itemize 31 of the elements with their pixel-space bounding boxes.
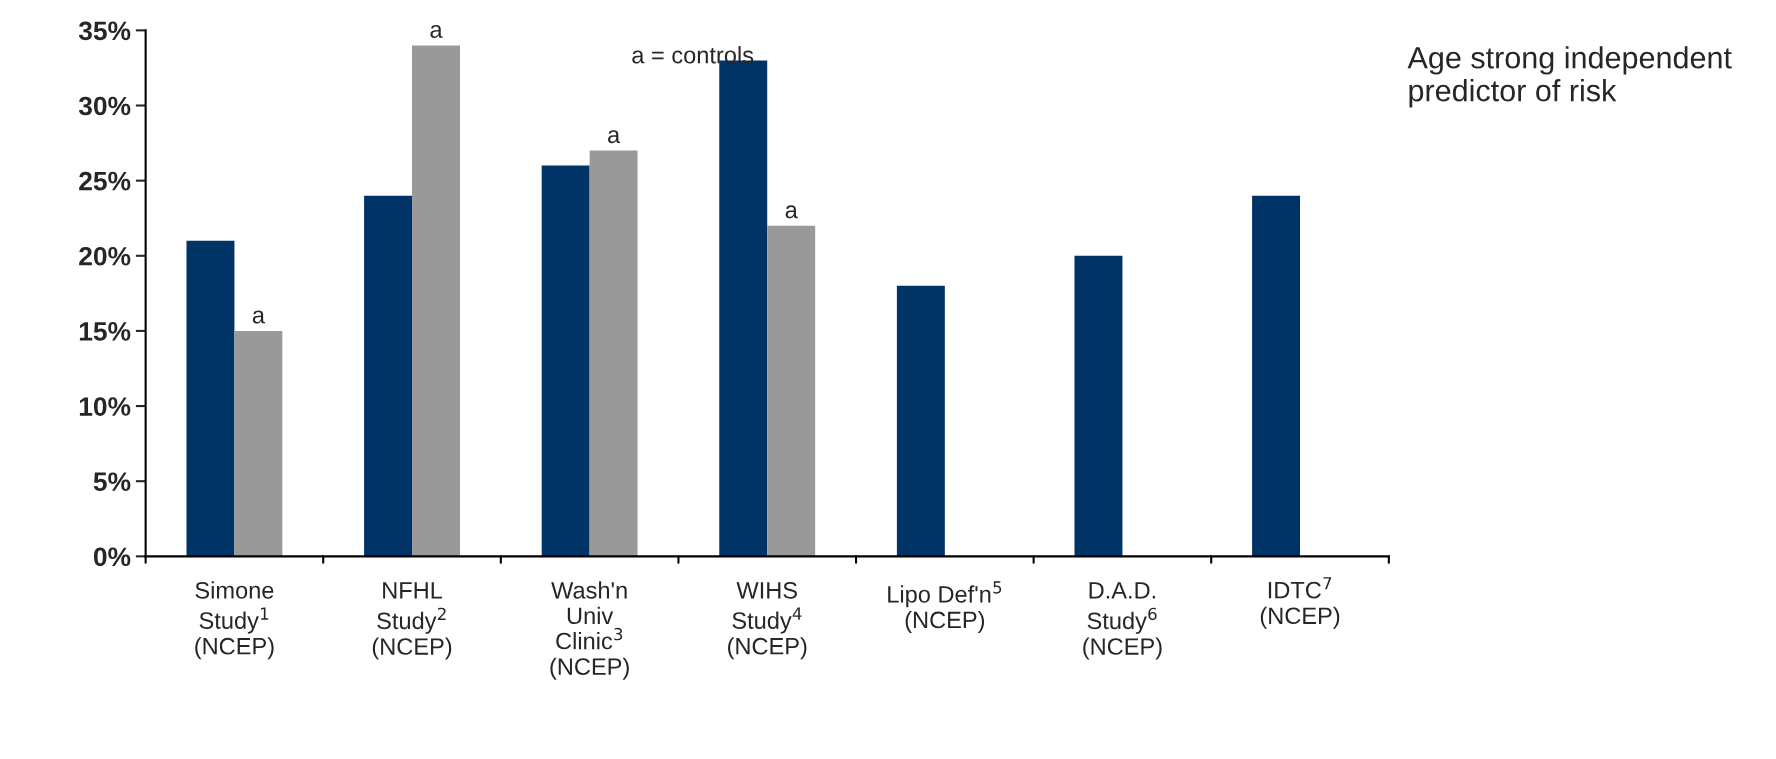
- bar: [767, 225, 816, 557]
- y-tick-label: 20%: [79, 246, 131, 266]
- bar: [541, 165, 590, 557]
- bar: [364, 195, 413, 557]
- y-tick-label: 25%: [79, 171, 131, 191]
- x-tick-label: Wash'n Univ Clinic$^{3}$ (NCEP): [550, 581, 629, 680]
- y-tick-label: 0%: [93, 547, 131, 567]
- annotation: a: [430, 25, 443, 38]
- bar: [1252, 195, 1301, 557]
- bar: [896, 285, 945, 557]
- text: Age strong independent predictor of risk: [1407, 46, 1732, 108]
- y-tick-label: 30%: [78, 96, 131, 116]
- bar: [234, 330, 283, 557]
- y-tick-label: 15%: [79, 322, 131, 341]
- y-tick-label: 35%: [78, 21, 131, 41]
- y-tick-label: 10%: [79, 397, 131, 416]
- annotation: a: [252, 310, 265, 324]
- bar: [1074, 255, 1123, 557]
- bar: [412, 45, 460, 557]
- x-tick-label: Lipo Def'n$^{5}$ (NCEP): [888, 581, 1002, 633]
- x-tick-label: WIHS Study$^{4}$ (NCEP): [728, 581, 807, 660]
- x-tick-label: Simone Study$^{1}$ (NCEP): [195, 581, 274, 660]
- bar: [186, 240, 235, 557]
- annotation: a = controls: [632, 46, 754, 64]
- annotation: a: [608, 130, 621, 144]
- annotation: a: [785, 205, 798, 219]
- x-tick-label: NFHL Study$^{2}$ (NCEP): [372, 582, 452, 660]
- x-tick-label: IDTC$^{7}$ (NCEP): [1260, 577, 1340, 629]
- x-tick-label: D.A.D. Study$^{6}$ (NCEP): [1083, 582, 1162, 660]
- y-tick-label: 5%: [93, 472, 131, 492]
- bar: [589, 150, 638, 557]
